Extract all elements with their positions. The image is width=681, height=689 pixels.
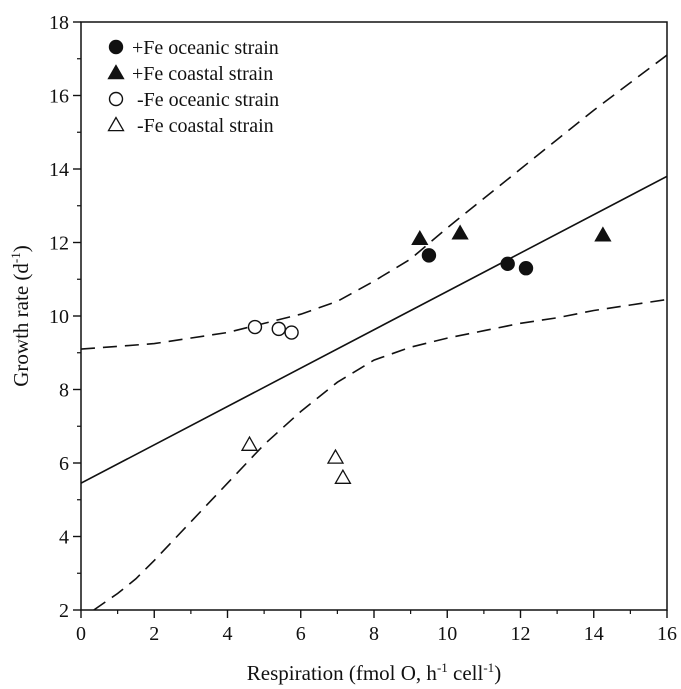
fit-curves [81, 54, 667, 610]
legend-marker [108, 39, 124, 55]
data-point-s3-1 [247, 319, 263, 335]
x-tick-label: 16 [657, 623, 677, 645]
upper-confidence-band [81, 54, 667, 350]
legend-label: -Fe oceanic strain [137, 89, 279, 111]
legend-item: +Fe oceanic strain [108, 37, 279, 59]
data-points [240, 224, 612, 484]
x-axis-ticks: 0 2 4 6 8 10 12 14 16 [76, 610, 677, 645]
legend-label: -Fe coastal strain [137, 115, 274, 137]
y-tick-label: 10 [49, 306, 69, 328]
y-tick-label: 12 [49, 233, 69, 255]
legend-item: -Fe oceanic strain [108, 89, 279, 111]
y-tick-label: 16 [49, 86, 69, 108]
x-tick-label: 0 [76, 623, 86, 645]
legend: +Fe oceanic strain +Fe coastal strain -Fe … [107, 37, 279, 137]
data-point-s1-3 [518, 261, 534, 276]
legend-item: -Fe coastal strain [107, 115, 274, 137]
y-axis-ticks: 2 4 6 8 10 12 14 16 18 [49, 12, 81, 622]
legend-marker [107, 116, 125, 132]
data-point-s2-1 [411, 229, 429, 246]
data-point-s3-2 [271, 321, 286, 337]
y-tick-label: 6 [59, 453, 69, 475]
legend-marker [108, 91, 124, 107]
data-point-s4-1 [240, 435, 259, 451]
lower-confidence-band [93, 298, 667, 610]
legend-label: +Fe oceanic strain [132, 37, 279, 59]
legend-label: +Fe coastal strain [132, 63, 273, 85]
data-point-s4-2 [326, 448, 345, 464]
data-point-s1-1 [421, 248, 437, 263]
x-tick-label: 8 [369, 623, 379, 645]
regression-line [81, 175, 667, 484]
y-tick-label: 4 [59, 527, 69, 549]
x-tick-label: 12 [511, 623, 531, 645]
y-tick-label: 2 [59, 600, 69, 622]
y-tick-label: 14 [49, 159, 69, 181]
x-axis-title: Respiration (fmol O, h-1 cell-1) [247, 660, 501, 685]
data-point-s1-2 [500, 256, 515, 272]
legend-marker [107, 64, 125, 80]
data-point-s3-3 [284, 325, 299, 340]
y-axis-title: Growth rate (d-1) [8, 245, 33, 386]
x-tick-label: 4 [223, 623, 233, 645]
data-point-s2-3 [594, 226, 612, 242]
data-point-s4-3 [334, 468, 352, 484]
x-tick-label: 2 [149, 623, 159, 645]
y-tick-label: 8 [59, 380, 69, 402]
x-tick-label: 14 [584, 623, 604, 645]
y-tick-label: 18 [49, 12, 69, 34]
legend-item: +Fe coastal strain [107, 63, 273, 85]
x-tick-label: 10 [437, 623, 457, 645]
x-tick-label: 6 [296, 623, 306, 645]
data-point-s2-2 [451, 224, 469, 240]
